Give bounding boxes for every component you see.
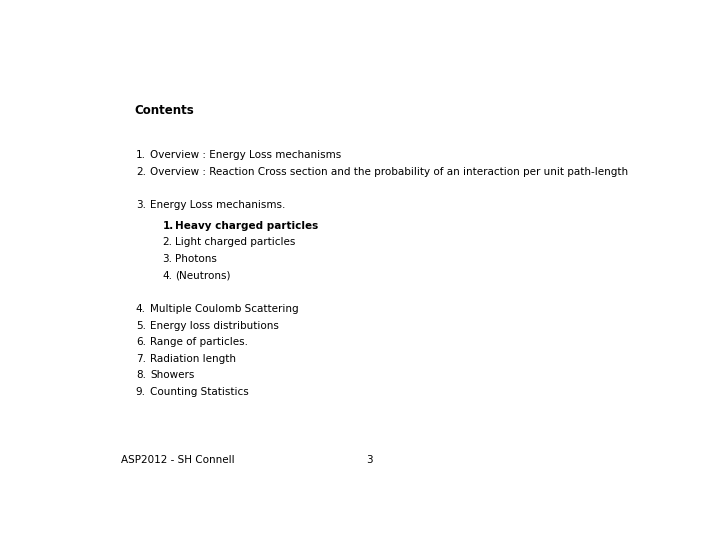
Text: 4.: 4. xyxy=(163,271,173,281)
Text: 1.: 1. xyxy=(163,221,174,231)
Text: Energy Loss mechanisms.: Energy Loss mechanisms. xyxy=(150,200,286,210)
Text: Multiple Coulomb Scattering: Multiple Coulomb Scattering xyxy=(150,304,299,314)
Text: 3.: 3. xyxy=(136,200,145,210)
Text: Light charged particles: Light charged particles xyxy=(175,238,295,247)
Text: 4.: 4. xyxy=(136,304,145,314)
Text: Contents: Contents xyxy=(135,104,194,117)
Text: Showers: Showers xyxy=(150,370,194,380)
Text: Energy loss distributions: Energy loss distributions xyxy=(150,321,279,330)
Text: Radiation length: Radiation length xyxy=(150,354,236,364)
Text: 9.: 9. xyxy=(136,387,145,397)
Text: 6.: 6. xyxy=(136,337,145,347)
Text: Heavy charged particles: Heavy charged particles xyxy=(175,221,318,231)
Text: 3: 3 xyxy=(366,455,372,465)
Text: 3.: 3. xyxy=(163,254,173,264)
Text: Counting Statistics: Counting Statistics xyxy=(150,387,249,397)
Text: Photons: Photons xyxy=(175,254,217,264)
Text: 1.: 1. xyxy=(136,150,145,160)
Text: 2.: 2. xyxy=(136,167,145,177)
Text: Overview : Reaction Cross section and the probability of an interaction per unit: Overview : Reaction Cross section and th… xyxy=(150,167,629,177)
Text: 2.: 2. xyxy=(163,238,173,247)
Text: Range of particles.: Range of particles. xyxy=(150,337,248,347)
Text: (Neutrons): (Neutrons) xyxy=(175,271,230,281)
Text: Overview : Energy Loss mechanisms: Overview : Energy Loss mechanisms xyxy=(150,150,341,160)
Text: 7.: 7. xyxy=(136,354,145,364)
Text: 8.: 8. xyxy=(136,370,145,380)
Text: ASP2012 - SH Connell: ASP2012 - SH Connell xyxy=(121,455,234,465)
Text: 5.: 5. xyxy=(136,321,145,330)
